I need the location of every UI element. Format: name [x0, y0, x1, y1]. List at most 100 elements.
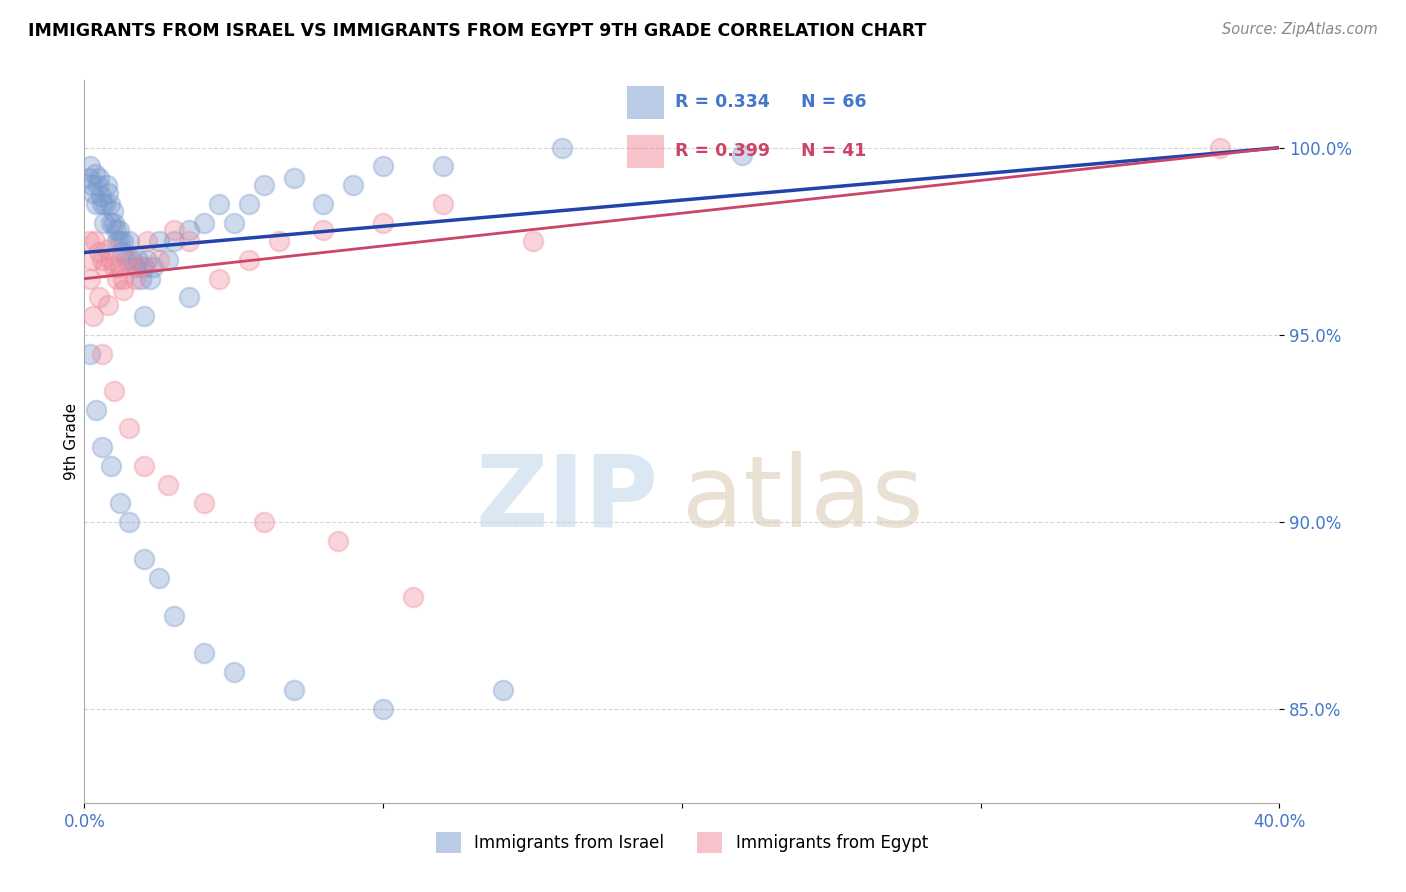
Point [238, 196, 260, 211]
Text: R = 0.399: R = 0.399 [675, 142, 770, 160]
Point [132, 552, 156, 566]
Point [148, 252, 170, 267]
Point [89, 290, 111, 304]
Point [77, 170, 100, 185]
Y-axis label: 9th Grade: 9th Grade [63, 403, 79, 480]
Point [80, 178, 103, 193]
Point [105, 234, 128, 248]
Point [98, 196, 121, 211]
Point [163, 223, 186, 237]
Point [91, 346, 114, 360]
Text: N = 41: N = 41 [801, 142, 866, 160]
Point [129, 260, 152, 275]
Legend: Immigrants from Israel, Immigrants from Egypt: Immigrants from Israel, Immigrants from … [429, 826, 935, 860]
Point [193, 496, 215, 510]
Text: atlas: atlas [682, 450, 924, 548]
Point [328, 533, 350, 548]
Text: IMMIGRANTS FROM ISRAEL VS IMMIGRANTS FROM EGYPT 9TH GRADE CORRELATION CHART: IMMIGRANTS FROM ISRAEL VS IMMIGRANTS FRO… [28, 22, 927, 40]
Point [1209, 141, 1232, 155]
Point [118, 252, 141, 267]
Point [253, 515, 276, 529]
Point [89, 170, 111, 185]
Point [112, 283, 135, 297]
Point [208, 196, 231, 211]
Point [86, 402, 108, 417]
Text: ZIP: ZIP [475, 450, 658, 548]
Point [148, 571, 170, 585]
Point [83, 234, 105, 248]
Point [283, 683, 305, 698]
Point [97, 298, 120, 312]
Point [86, 196, 108, 211]
Point [208, 271, 231, 285]
Point [103, 384, 125, 398]
Point [432, 160, 454, 174]
Point [91, 196, 114, 211]
Point [100, 215, 122, 229]
Point [132, 260, 156, 275]
Point [157, 252, 180, 267]
Point [118, 421, 141, 435]
Point [193, 646, 215, 660]
Point [312, 196, 335, 211]
Point [100, 458, 122, 473]
Point [96, 178, 118, 193]
Point [177, 223, 200, 237]
Point [124, 271, 146, 285]
Point [157, 477, 180, 491]
Point [97, 242, 120, 256]
Point [79, 271, 101, 285]
Point [82, 186, 104, 200]
Point [283, 170, 305, 185]
Point [94, 196, 117, 211]
Point [105, 271, 128, 285]
Point [163, 234, 186, 248]
Point [77, 234, 100, 248]
Point [91, 252, 114, 267]
Point [373, 160, 395, 174]
Point [79, 160, 101, 174]
Point [267, 234, 290, 248]
Point [373, 702, 395, 716]
Point [103, 215, 125, 229]
Point [238, 252, 260, 267]
Point [93, 215, 115, 229]
Point [101, 204, 124, 219]
Point [163, 608, 186, 623]
Point [731, 148, 754, 162]
Point [118, 234, 141, 248]
Point [121, 252, 143, 267]
Bar [627, 87, 664, 119]
Point [551, 141, 574, 155]
Point [100, 252, 122, 267]
Point [129, 271, 152, 285]
Point [104, 223, 127, 237]
Point [373, 215, 395, 229]
Point [107, 223, 129, 237]
Point [83, 167, 105, 181]
Point [91, 440, 114, 454]
Point [312, 223, 335, 237]
Text: N = 66: N = 66 [801, 94, 868, 112]
Point [110, 234, 132, 248]
Point [342, 178, 364, 193]
Text: R = 0.334: R = 0.334 [675, 94, 769, 112]
Point [136, 234, 159, 248]
Point [87, 178, 110, 193]
Point [127, 252, 149, 267]
Point [110, 496, 132, 510]
Point [112, 271, 135, 285]
Bar [627, 136, 664, 168]
Point [142, 260, 165, 275]
Point [94, 260, 117, 275]
Point [79, 346, 101, 360]
Point [136, 252, 159, 267]
Point [432, 196, 454, 211]
Point [402, 590, 425, 604]
Point [132, 458, 156, 473]
Point [124, 260, 146, 275]
Text: Source: ZipAtlas.com: Source: ZipAtlas.com [1222, 22, 1378, 37]
Point [80, 252, 103, 267]
Point [193, 215, 215, 229]
Point [222, 215, 245, 229]
